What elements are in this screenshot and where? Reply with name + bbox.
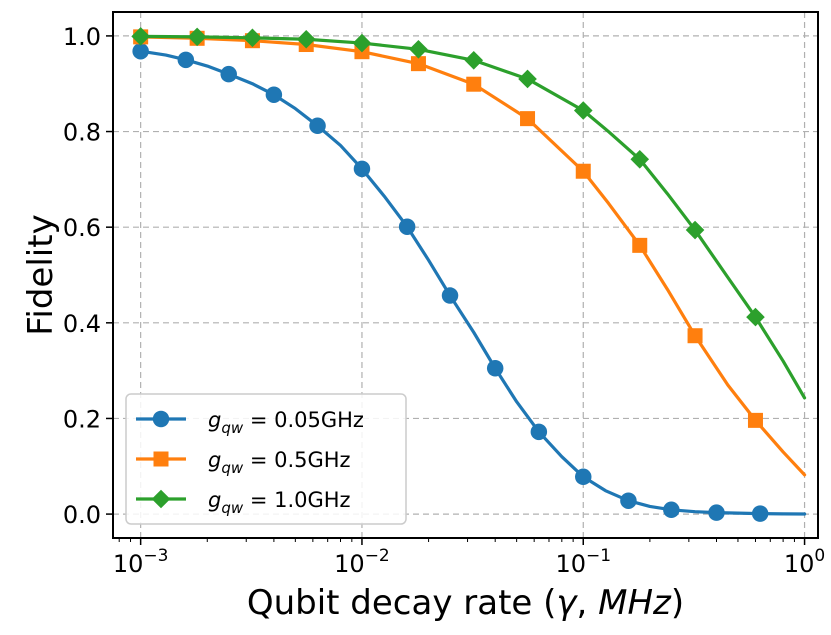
data-point bbox=[530, 423, 548, 441]
data-point bbox=[620, 492, 637, 509]
x-tick-base: 10 bbox=[784, 550, 815, 578]
data-point bbox=[575, 163, 591, 179]
legend-value: = 0.5GHz bbox=[243, 448, 350, 472]
y-tick-label: 0.0 bbox=[63, 501, 101, 529]
legend-item: gqw = 1.0GHz bbox=[136, 488, 351, 517]
x-tick-label: 10−3 bbox=[113, 546, 169, 578]
x-tick-label: 10−2 bbox=[334, 546, 390, 578]
data-point bbox=[409, 39, 428, 59]
data-point bbox=[486, 359, 504, 377]
legend-subscript: qw bbox=[221, 499, 244, 517]
ticks: 0.00.20.40.60.81.010−3 10−2 10−1 100 bbox=[63, 23, 825, 578]
legend-value: = 0.05GHz bbox=[243, 408, 364, 432]
data-point bbox=[265, 86, 283, 103]
data-point bbox=[352, 33, 372, 53]
series-0 bbox=[132, 42, 807, 522]
data-point bbox=[398, 218, 416, 235]
x-axis-label-suffix: ) bbox=[671, 583, 684, 623]
legend-marker bbox=[151, 489, 171, 509]
x-axis-label: Qubit decay rate (γ, MHz) bbox=[247, 583, 684, 623]
data-point bbox=[187, 27, 207, 47]
data-point bbox=[520, 111, 536, 127]
legend-item: gqw = 0.5GHz bbox=[136, 448, 351, 477]
data-point bbox=[243, 28, 262, 48]
x-tick-base: 10 bbox=[334, 550, 365, 578]
data-point bbox=[410, 56, 426, 72]
data-point bbox=[132, 42, 149, 60]
data-point bbox=[296, 29, 316, 49]
data-point bbox=[751, 505, 769, 522]
x-tick-label: 100 bbox=[784, 546, 825, 578]
x-axis-label-separator: , bbox=[577, 583, 599, 623]
x-tick-label: 10−1 bbox=[555, 546, 611, 578]
y-tick-label: 1.0 bbox=[63, 23, 101, 51]
data-point bbox=[575, 468, 592, 486]
legend-variable: g bbox=[208, 448, 221, 472]
data-point bbox=[687, 328, 703, 344]
x-tick-exponent: −2 bbox=[365, 546, 390, 566]
data-point bbox=[747, 412, 763, 428]
legend-item: gqw = 0.05GHz bbox=[136, 408, 364, 437]
legend-variable: g bbox=[208, 408, 221, 432]
data-point bbox=[464, 50, 484, 70]
data-point bbox=[441, 287, 459, 304]
x-axis-label-unit: MHz bbox=[598, 583, 672, 623]
x-tick-exponent: 0 bbox=[814, 546, 825, 566]
series-2 bbox=[131, 27, 807, 400]
x-axis-label-symbol: γ bbox=[556, 583, 578, 623]
data-point bbox=[220, 65, 237, 83]
y-axis-label: Fidelity bbox=[21, 214, 61, 335]
data-point bbox=[685, 220, 705, 240]
data-point bbox=[518, 69, 537, 89]
legend-label: gqw = 1.0GHz bbox=[208, 488, 351, 517]
legend-subscript: qw bbox=[221, 419, 244, 437]
y-tick-label: 0.8 bbox=[63, 119, 101, 147]
legend-marker bbox=[153, 451, 169, 467]
x-axis-label-prefix: Qubit decay rate ( bbox=[247, 583, 557, 623]
legend-marker bbox=[152, 410, 170, 428]
data-point bbox=[630, 149, 650, 169]
grid bbox=[113, 12, 818, 538]
legend-variable: g bbox=[208, 488, 221, 512]
series-line bbox=[139, 49, 807, 516]
data-point bbox=[177, 51, 195, 69]
data-point bbox=[353, 160, 371, 178]
x-tick-exponent: −1 bbox=[586, 546, 611, 566]
legend-value: = 1.0GHz bbox=[243, 488, 350, 512]
legend-box bbox=[125, 393, 407, 525]
data-point bbox=[708, 504, 725, 521]
data-point bbox=[466, 76, 482, 92]
y-tick-label: 0.4 bbox=[63, 310, 101, 338]
data-point bbox=[573, 101, 593, 120]
data-point bbox=[632, 237, 648, 253]
x-tick-exponent: −3 bbox=[143, 546, 168, 566]
x-tick-base: 10 bbox=[555, 550, 586, 578]
plot-frame bbox=[112, 11, 819, 539]
data-point bbox=[663, 501, 680, 519]
x-tick-base: 10 bbox=[113, 550, 144, 578]
data-point bbox=[131, 27, 150, 46]
y-tick-label: 0.6 bbox=[63, 214, 101, 242]
series-layer bbox=[131, 27, 807, 522]
data-point bbox=[746, 307, 765, 327]
legend-subscript: qw bbox=[221, 459, 244, 477]
data-point bbox=[309, 117, 326, 135]
y-tick-label: 0.2 bbox=[63, 405, 101, 433]
legend-label: gqw = 0.5GHz bbox=[208, 448, 351, 477]
legend-label: gqw = 0.05GHz bbox=[208, 408, 364, 437]
